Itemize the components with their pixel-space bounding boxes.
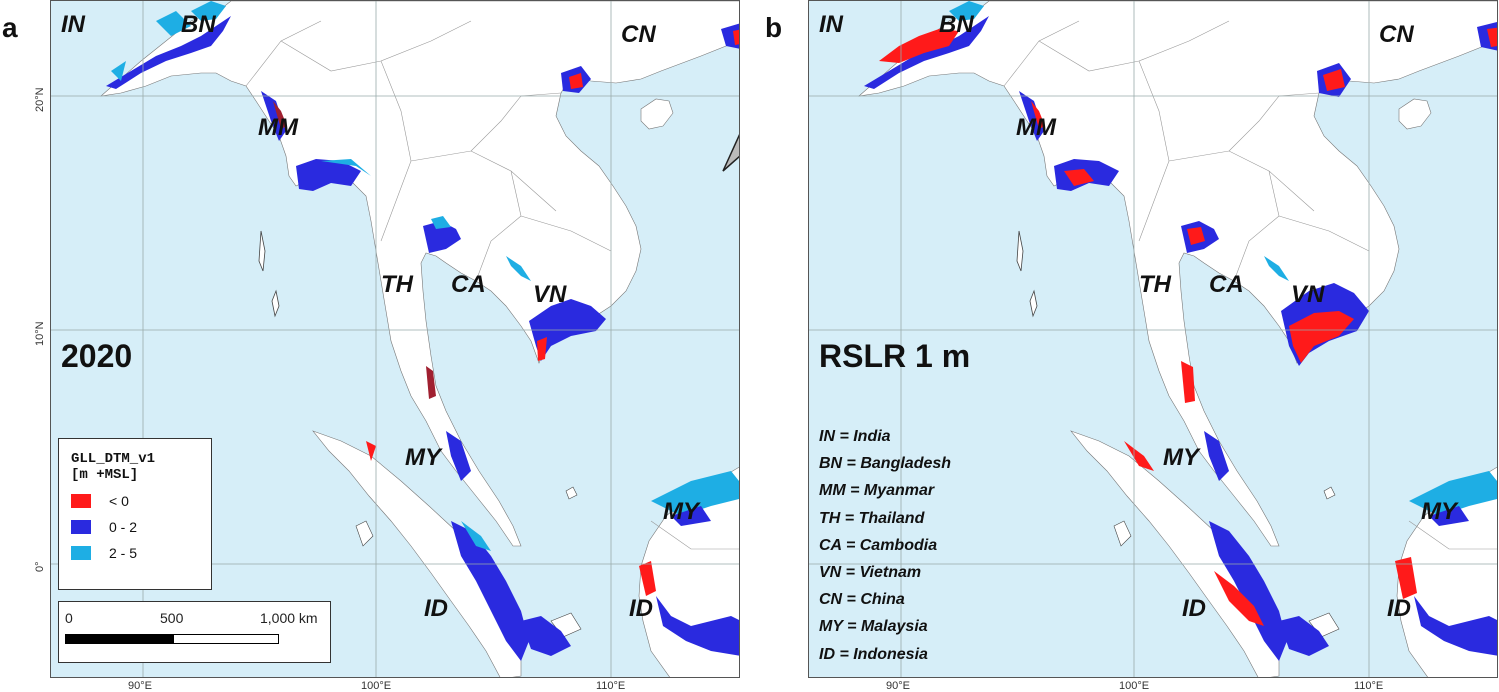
label-bn: BN [181, 11, 216, 38]
legend-label-below-zero: < 0 [109, 493, 129, 509]
scale-bar-black [65, 634, 173, 644]
lat-label-0: 0° [34, 561, 46, 572]
label-mm-b: MM [1016, 114, 1056, 141]
lon-label-a-100: 100°E [361, 680, 392, 692]
scale-tick-1000: 1,000 km [260, 610, 318, 626]
lon-label-a-110: 110°E [596, 680, 626, 692]
lon-label-a-90: 90°E [128, 680, 152, 692]
label-id2: ID [629, 595, 653, 622]
key-item: MM = Myanmar [819, 482, 935, 500]
label-th-b: TH [1139, 271, 1171, 298]
key-item: MY = Malaysia [819, 618, 928, 636]
legend-swatch-blue [71, 520, 91, 534]
lat-label-10: 10°N [34, 321, 46, 346]
label-my1: MY [405, 444, 441, 471]
label-vn: VN [533, 281, 567, 308]
key-item: IN = India [819, 428, 891, 445]
legend-label-zero-two: 0 - 2 [109, 519, 138, 535]
year-label: 2020 [61, 338, 133, 374]
label-vn-b: VN [1291, 281, 1325, 308]
label-ca: CA [451, 271, 486, 298]
key-item: CA = Cambodia [819, 536, 938, 554]
lon-label-b-100: 100°E [1119, 680, 1150, 692]
label-cn: CN [621, 21, 656, 48]
scale-bar-white [173, 634, 279, 644]
key-item: VN = Vietnam [819, 564, 922, 582]
legend: GLL_DTM_v1 [m +MSL] < 0 0 - 2 2 - 5 [58, 438, 212, 590]
map-panel-a: IN BN CN MM TH CA VN MY MY ID ID 2020 GL… [50, 0, 740, 678]
legend-label-two-five: 2 - 5 [109, 545, 138, 561]
panel-b-letter: b [765, 12, 783, 43]
label-id1-b: ID [1182, 595, 1206, 622]
lon-label-b-110: 110°E [1354, 680, 1384, 692]
label-id1: ID [424, 595, 448, 622]
scenario-label: RSLR 1 m [819, 338, 971, 374]
label-in-b: IN [819, 11, 843, 38]
legend-row-zero-two: 0 - 2 [71, 519, 199, 535]
scale-tick-500: 500 [160, 610, 184, 626]
map-panel-b: IN BN CN MM TH CA VN MY MY ID ID RSLR 1 … [808, 0, 1498, 678]
map-a-svg [51, 1, 739, 677]
key-item: BN = Bangladesh [819, 455, 952, 473]
label-my2: MY [663, 498, 699, 525]
label-id2-b: ID [1387, 595, 1411, 622]
legend-title-line2: [m +MSL] [71, 467, 139, 483]
scale-bar: 0 500 1,000 km [58, 601, 331, 663]
label-my1-b: MY [1163, 444, 1199, 471]
label-bn-b: BN [939, 11, 974, 38]
label-in: IN [61, 11, 85, 38]
legend-swatch-cyan [71, 546, 91, 560]
legend-row-two-five: 2 - 5 [71, 545, 199, 561]
legend-title-line1: GLL_DTM_v1 [71, 451, 156, 467]
north-arrow-icon [722, 133, 739, 172]
abbreviation-key: IN = India BN = Bangladesh MM = Myanmar … [819, 423, 951, 668]
label-mm: MM [258, 114, 298, 141]
label-my2-b: MY [1421, 498, 1457, 525]
lat-label-20: 20°N [34, 87, 46, 112]
label-th: TH [381, 271, 413, 298]
legend-row-below-zero: < 0 [71, 493, 199, 509]
lon-label-b-90: 90°E [886, 680, 910, 692]
label-ca-b: CA [1209, 271, 1244, 298]
scale-tick-0: 0 [65, 610, 73, 626]
legend-swatch-red [71, 494, 91, 508]
key-item: CN = China [819, 591, 905, 609]
panel-a-letter: a [2, 12, 18, 43]
label-cn-b: CN [1379, 21, 1414, 48]
key-item: TH = Thailand [819, 509, 925, 527]
key-item: ID = Indonesia [819, 645, 928, 663]
